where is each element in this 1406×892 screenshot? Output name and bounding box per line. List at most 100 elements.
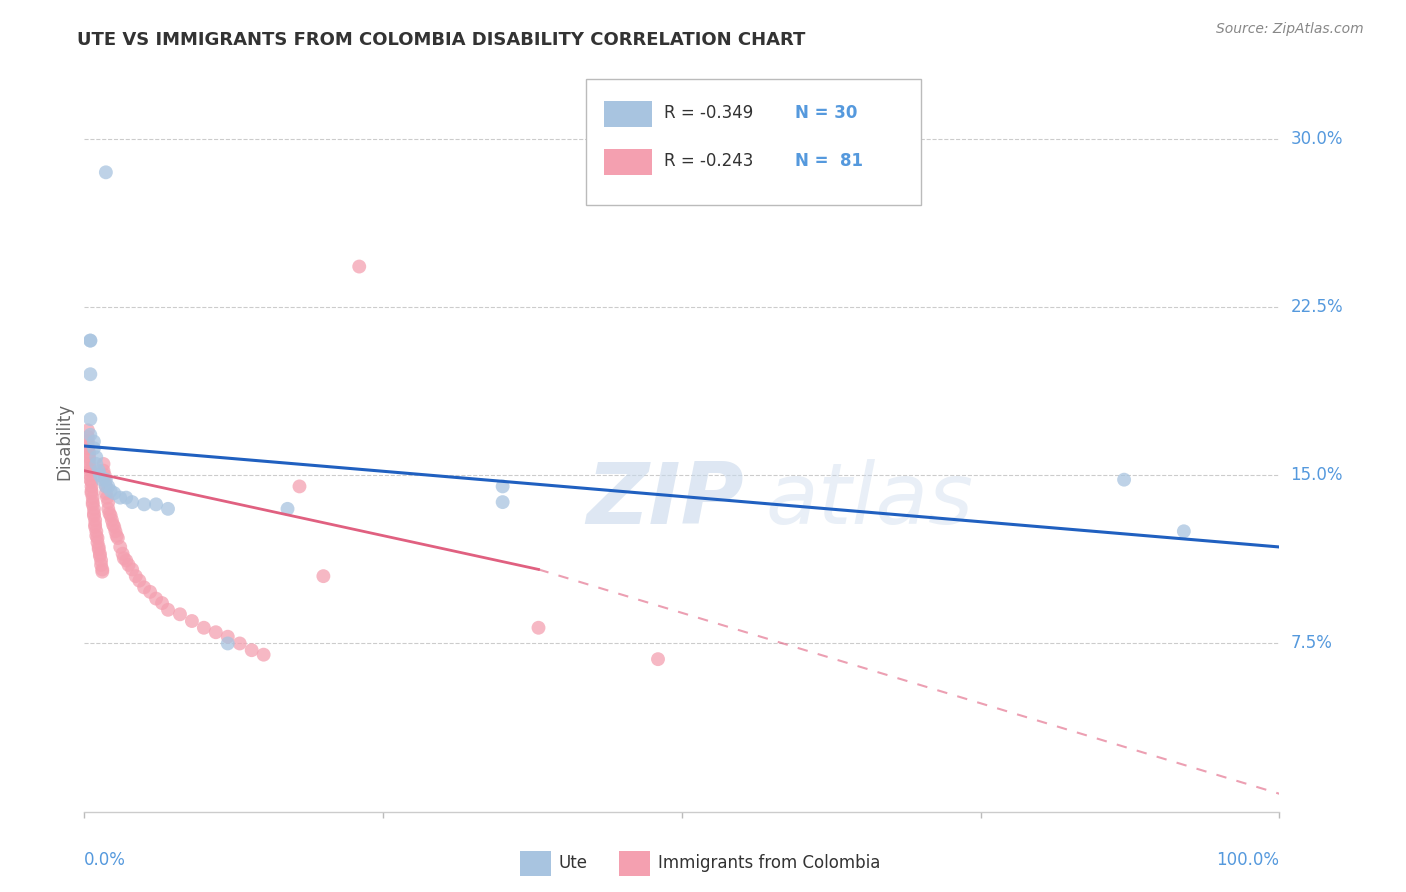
Point [1114, 473, 1136, 487]
Point [145, 497, 167, 511]
Bar [605, 101, 652, 128]
Point [91, 473, 114, 487]
Point [169, 607, 191, 622]
Text: 30.0%: 30.0% [1291, 129, 1343, 148]
Point [97, 501, 120, 516]
Point [77, 442, 100, 456]
Text: 100.0%: 100.0% [1216, 851, 1279, 869]
Text: atlas: atlas [766, 459, 973, 542]
Point [349, 260, 371, 274]
Point [139, 585, 162, 599]
Point [87, 464, 110, 478]
Point [77, 450, 100, 465]
Point [86, 457, 108, 471]
Point [86, 450, 108, 465]
Point [157, 501, 180, 516]
Point [145, 591, 167, 606]
Point [86, 531, 108, 545]
Point [277, 501, 299, 516]
Point [527, 621, 550, 635]
Point [101, 513, 124, 527]
Point [79, 461, 101, 475]
Point [1173, 524, 1195, 539]
Point [79, 412, 101, 426]
Point [205, 625, 228, 640]
Point [150, 596, 173, 610]
Point [104, 524, 127, 539]
Text: 22.5%: 22.5% [1291, 298, 1343, 316]
Point [128, 574, 150, 588]
Point [132, 497, 156, 511]
Point [84, 513, 107, 527]
Text: 7.5%: 7.5% [1291, 634, 1333, 652]
Text: R = -0.349: R = -0.349 [664, 103, 754, 122]
Point [110, 491, 132, 505]
Point [121, 495, 143, 509]
Point [77, 446, 100, 460]
Point [79, 427, 101, 442]
Point [83, 434, 105, 449]
Point [80, 483, 103, 498]
Point [91, 562, 114, 576]
Point [82, 495, 104, 509]
Point [103, 520, 125, 534]
Point [93, 464, 115, 478]
Text: N =  81: N = 81 [796, 152, 863, 170]
Point [82, 491, 104, 505]
Point [115, 491, 138, 505]
Point [77, 430, 100, 444]
Point [91, 565, 114, 579]
Point [94, 486, 117, 500]
Point [89, 468, 111, 483]
Point [97, 495, 120, 509]
Point [94, 479, 117, 493]
Point [90, 558, 112, 572]
Text: UTE VS IMMIGRANTS FROM COLOMBIA DISABILITY CORRELATION CHART: UTE VS IMMIGRANTS FROM COLOMBIA DISABILI… [77, 31, 806, 49]
Point [79, 334, 101, 348]
Point [77, 452, 100, 467]
Point [77, 434, 100, 449]
Point [87, 542, 110, 557]
Text: R = -0.243: R = -0.243 [664, 152, 754, 170]
Point [93, 468, 115, 483]
Text: N = 30: N = 30 [796, 103, 858, 122]
Text: ZIP: ZIP [586, 459, 744, 542]
Point [89, 547, 111, 561]
Point [253, 648, 276, 662]
Point [229, 636, 252, 650]
Point [86, 529, 108, 543]
Point [157, 603, 180, 617]
Point [105, 529, 128, 543]
Point [84, 517, 107, 532]
Point [217, 636, 239, 650]
Point [193, 621, 215, 635]
Point [97, 479, 120, 493]
Point [80, 475, 103, 489]
Point [94, 473, 117, 487]
Point [77, 423, 100, 437]
Y-axis label: Disability: Disability [55, 403, 73, 480]
Point [132, 580, 156, 594]
Point [100, 508, 122, 523]
Point [181, 614, 204, 628]
Point [94, 479, 117, 493]
Point [217, 630, 239, 644]
Point [79, 368, 101, 382]
Point [79, 468, 101, 483]
Text: Source: ZipAtlas.com: Source: ZipAtlas.com [1216, 22, 1364, 37]
Point [492, 479, 515, 493]
Point [86, 535, 108, 549]
Point [100, 483, 122, 498]
Point [110, 540, 132, 554]
Bar [586, 78, 921, 204]
Text: 15.0%: 15.0% [1291, 467, 1343, 484]
Text: Immigrants from Colombia: Immigrants from Colombia [658, 855, 880, 872]
Point [83, 442, 105, 456]
Text: 0.0%: 0.0% [84, 851, 127, 869]
Point [111, 547, 134, 561]
Point [94, 165, 117, 179]
Point [115, 553, 138, 567]
Point [492, 495, 515, 509]
Point [240, 643, 263, 657]
Point [77, 439, 100, 453]
